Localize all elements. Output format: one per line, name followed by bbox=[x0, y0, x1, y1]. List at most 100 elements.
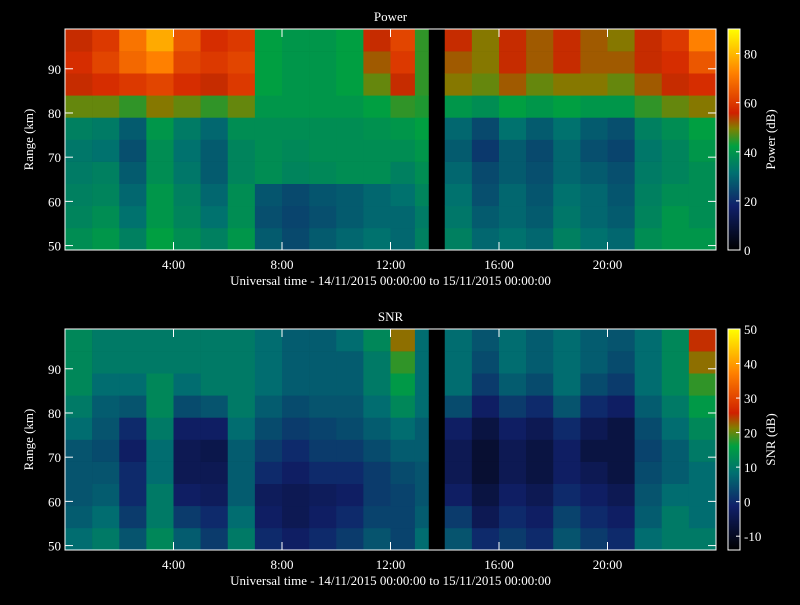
heatmap-cell bbox=[174, 417, 201, 439]
heatmap-cell bbox=[201, 206, 228, 228]
heatmap-cell bbox=[391, 140, 416, 162]
heatmap-cell bbox=[228, 162, 255, 184]
heatmap-cell bbox=[608, 440, 635, 462]
heatmap-cell bbox=[415, 395, 429, 417]
heatmap-cell bbox=[309, 395, 336, 417]
heatmap-cell bbox=[608, 484, 635, 506]
heatmap-cell bbox=[255, 162, 282, 184]
heatmap-cell bbox=[553, 484, 580, 506]
heatmap-cell bbox=[580, 162, 607, 184]
heatmap-cell bbox=[201, 484, 228, 506]
colorbar-tick-label: 50 bbox=[744, 322, 757, 337]
heatmap-cell bbox=[553, 95, 580, 117]
heatmap-cell bbox=[415, 29, 429, 51]
heatmap-cell bbox=[472, 29, 499, 51]
heatmap-cell bbox=[580, 373, 607, 395]
heatmap-cell bbox=[635, 140, 662, 162]
heatmap-cell bbox=[553, 73, 580, 95]
heatmap-cell bbox=[201, 228, 228, 250]
heatmap-cell bbox=[146, 117, 173, 139]
heatmap-cell bbox=[553, 351, 580, 373]
heatmap-cell bbox=[472, 506, 499, 528]
heatmap-cell bbox=[499, 184, 526, 206]
heatmap-cell bbox=[499, 29, 526, 51]
heatmap-cell bbox=[689, 417, 716, 439]
heatmap-cell bbox=[635, 117, 662, 139]
heatmap-cell bbox=[92, 329, 119, 351]
heatmap-cell bbox=[635, 373, 662, 395]
heatmap-cell bbox=[662, 351, 689, 373]
heatmap-cell bbox=[201, 140, 228, 162]
heatmap-cell bbox=[65, 440, 92, 462]
heatmap-cell bbox=[228, 228, 255, 250]
heatmap-cell bbox=[363, 462, 390, 484]
heatmap-cell bbox=[689, 140, 716, 162]
heatmap-cell bbox=[580, 484, 607, 506]
y-tick-label: 60 bbox=[48, 494, 61, 509]
heatmap-cell bbox=[472, 162, 499, 184]
heatmap-cell bbox=[445, 373, 472, 395]
heatmap-cell bbox=[580, 73, 607, 95]
heatmap-cell bbox=[174, 440, 201, 462]
heatmap-cell bbox=[336, 117, 363, 139]
heatmap-cell bbox=[499, 351, 526, 373]
heatmap-cell bbox=[255, 29, 282, 51]
heatmap-cell bbox=[689, 95, 716, 117]
heatmap-cell bbox=[309, 162, 336, 184]
x-tick-label: 16:00 bbox=[484, 257, 514, 272]
heatmap-cell bbox=[255, 351, 282, 373]
heatmap-cell bbox=[228, 117, 255, 139]
heatmap-cell bbox=[336, 29, 363, 51]
heatmap-cell bbox=[174, 51, 201, 73]
heatmap-cell bbox=[92, 184, 119, 206]
heatmap-cell bbox=[174, 73, 201, 95]
heatmap-cell bbox=[146, 395, 173, 417]
heatmap-cell bbox=[553, 206, 580, 228]
heatmap-cell bbox=[553, 373, 580, 395]
heatmap-cell bbox=[119, 440, 146, 462]
heatmap-cell bbox=[255, 506, 282, 528]
heatmap-cell bbox=[282, 462, 309, 484]
heatmap-cell bbox=[363, 95, 390, 117]
heatmap-cell bbox=[119, 95, 146, 117]
heatmap-cell bbox=[553, 528, 580, 550]
y-tick-label: 80 bbox=[48, 406, 61, 421]
heatmap-cell bbox=[608, 417, 635, 439]
heatmap-cell bbox=[201, 528, 228, 550]
heatmap-cell bbox=[174, 484, 201, 506]
heatmap-cell bbox=[228, 528, 255, 550]
heatmap-cell bbox=[415, 51, 429, 73]
heatmap-cell bbox=[580, 140, 607, 162]
heatmap-cell bbox=[415, 206, 429, 228]
heatmap-cell bbox=[391, 440, 416, 462]
heatmap-cell bbox=[255, 95, 282, 117]
heatmap-cell bbox=[445, 206, 472, 228]
heatmap-cell bbox=[282, 417, 309, 439]
heatmap-cell bbox=[309, 506, 336, 528]
heatmap-cell bbox=[415, 417, 429, 439]
heatmap-cell bbox=[282, 206, 309, 228]
heatmap-cell bbox=[526, 29, 553, 51]
heatmap-cell bbox=[526, 117, 553, 139]
heatmap-cell bbox=[391, 528, 416, 550]
heatmap-cell bbox=[391, 73, 416, 95]
heatmap-cell bbox=[608, 206, 635, 228]
heatmap-cell bbox=[201, 73, 228, 95]
heatmap-cell bbox=[92, 373, 119, 395]
heatmap-cell bbox=[65, 162, 92, 184]
heatmap-cell bbox=[499, 51, 526, 73]
y-tick-label: 80 bbox=[48, 106, 61, 121]
heatmap-cell bbox=[580, 417, 607, 439]
heatmap-cell bbox=[415, 528, 429, 550]
heatmap-cell bbox=[580, 528, 607, 550]
heatmap-cell bbox=[526, 417, 553, 439]
heatmap-cell bbox=[65, 140, 92, 162]
heatmap-cell bbox=[608, 29, 635, 51]
heatmap-cell bbox=[662, 51, 689, 73]
heatmap-cell bbox=[553, 51, 580, 73]
heatmap-cell bbox=[282, 373, 309, 395]
colorbar-label: SNR (dB) bbox=[763, 413, 778, 465]
heatmap-cell bbox=[608, 117, 635, 139]
heatmap-cell bbox=[580, 95, 607, 117]
heatmap-cell bbox=[336, 95, 363, 117]
